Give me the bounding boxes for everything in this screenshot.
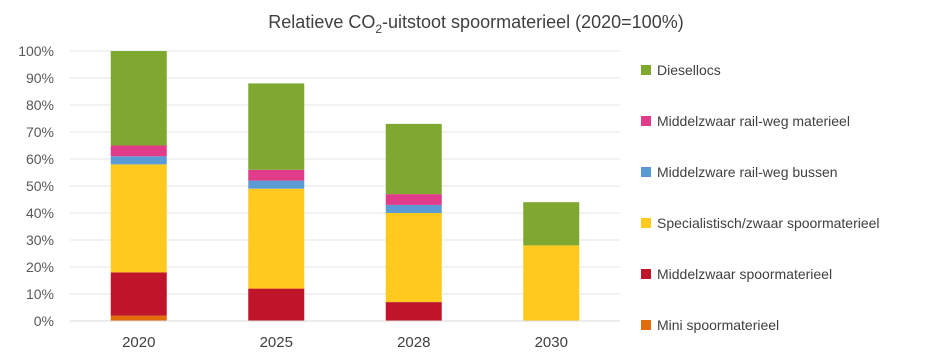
bar-segment xyxy=(110,272,167,316)
legend-label: Mini spoormaterieel xyxy=(657,317,779,333)
legend: Diesellocs Middelzwaar rail-weg materieel… xyxy=(641,62,880,333)
y-tick-label: 60% xyxy=(26,151,54,167)
y-tick-label: 40% xyxy=(26,205,54,221)
bar-segment xyxy=(110,51,167,146)
bar-stacks xyxy=(110,51,580,321)
y-tick-label: 20% xyxy=(26,259,54,275)
legend-swatch xyxy=(641,218,651,228)
x-tick-label: 2020 xyxy=(122,334,155,351)
bar-segment xyxy=(248,288,305,321)
chart-title: Relatieve CO2-uitstoot spoormaterieel (2… xyxy=(268,12,683,36)
y-tick-label: 80% xyxy=(26,97,54,113)
legend-label: Middelzwaar spoormaterieel xyxy=(657,266,832,282)
legend-label: Middelzwaar rail-weg materieel xyxy=(657,113,850,129)
y-tick-label: 10% xyxy=(26,286,54,302)
bar-segment xyxy=(110,156,167,165)
y-tick-label: 30% xyxy=(26,232,54,248)
bar-segment xyxy=(523,245,580,321)
y-tick-label: 70% xyxy=(26,124,54,140)
bar-segment xyxy=(385,302,442,321)
y-tick-label: 50% xyxy=(26,178,54,194)
legend-label: Diesellocs xyxy=(657,62,721,78)
x-axis-tick-labels: 2020 2025 2028 2030 xyxy=(122,334,568,351)
legend-swatch xyxy=(641,116,651,126)
bar-segment xyxy=(248,83,305,170)
bar-segment xyxy=(248,180,305,189)
chart-title-subscript: 2 xyxy=(375,22,382,36)
legend-swatch xyxy=(641,269,651,279)
bar-segment xyxy=(385,194,442,205)
legend-swatch xyxy=(641,320,651,330)
bar-segment xyxy=(385,204,442,213)
legend-label: Specialistisch/zwaar spoormaterieel xyxy=(657,215,880,231)
bar-segment xyxy=(248,169,305,181)
legend-swatch xyxy=(641,65,651,75)
x-tick-label: 2030 xyxy=(535,334,568,351)
bar-segment xyxy=(523,202,580,246)
bar-segment xyxy=(110,145,167,157)
bar-segment xyxy=(248,188,305,289)
y-tick-label: 100% xyxy=(18,43,54,59)
bar-segment xyxy=(110,315,167,321)
legend-swatch xyxy=(641,167,651,177)
chart-title-prefix: Relatieve CO xyxy=(268,12,375,32)
y-tick-label: 90% xyxy=(26,70,54,86)
x-tick-label: 2028 xyxy=(397,334,430,351)
y-tick-label: 0% xyxy=(34,313,54,329)
chart-title-suffix: -uitstoot spoormaterieel (2020=100%) xyxy=(382,12,684,32)
legend-label: Middelzware rail-weg bussen xyxy=(657,164,838,180)
x-tick-label: 2025 xyxy=(260,334,293,351)
bar-segment xyxy=(110,164,167,273)
bar-segment xyxy=(385,123,442,195)
y-axis-tick-labels: 0% 10% 20% 30% 40% 50% 60% 70% 80% 90% 100% xyxy=(18,43,54,329)
bar-segment xyxy=(385,213,442,303)
